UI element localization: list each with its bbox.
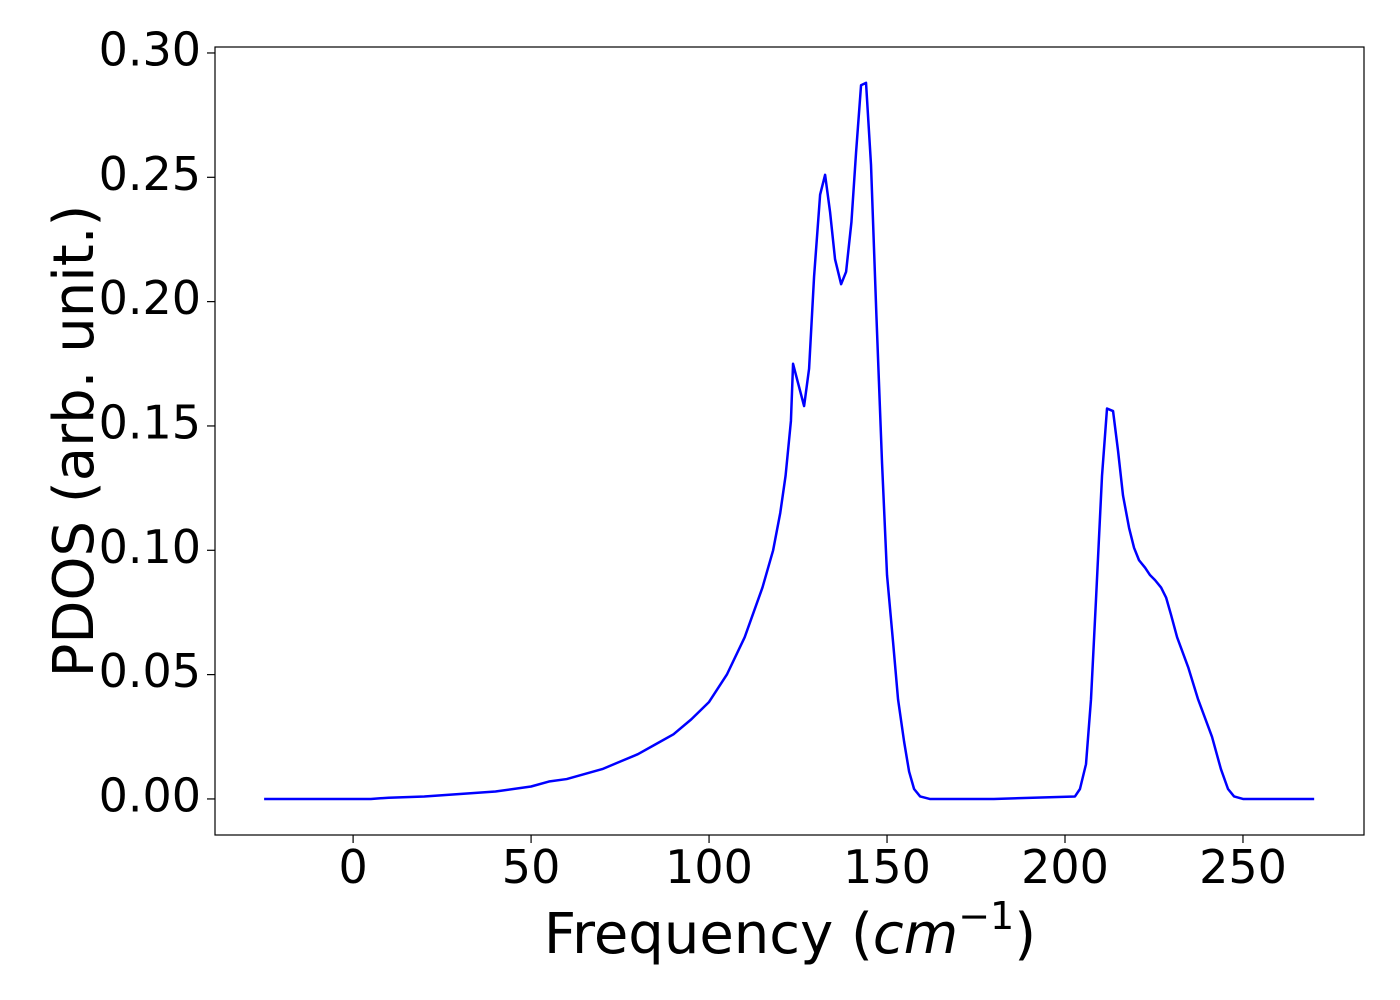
x-tick-label: 150 xyxy=(843,840,931,894)
x-tick-label: 200 xyxy=(1021,840,1109,894)
x-label-text: Frequency ( xyxy=(544,902,873,967)
y-tick-label: 0.00 xyxy=(99,768,201,822)
y-tick-label: 0.10 xyxy=(99,520,201,574)
y-axis-label: PDOS (arb. unit.) xyxy=(42,205,107,678)
x-tick-label: 0 xyxy=(338,840,367,894)
x-axis-label: Frequency (cm−1) xyxy=(544,894,1036,967)
x-tick-label: 100 xyxy=(665,840,753,894)
x-tick-label: 50 xyxy=(502,840,561,894)
y-tick-label: 0.15 xyxy=(99,395,201,449)
y-tick-label: 0.20 xyxy=(99,271,201,325)
y-tick-label: 0.05 xyxy=(99,644,201,698)
x-label-math: cm xyxy=(873,902,958,967)
x-label-close: ) xyxy=(1014,902,1036,967)
line xyxy=(264,81,1315,801)
x-tick-label: 250 xyxy=(1199,840,1287,894)
y-tick-label: 0.30 xyxy=(99,22,201,76)
x-label-sup: −1 xyxy=(958,894,1014,938)
plot-frame xyxy=(214,46,1365,836)
y-tick-label: 0.25 xyxy=(99,147,201,201)
